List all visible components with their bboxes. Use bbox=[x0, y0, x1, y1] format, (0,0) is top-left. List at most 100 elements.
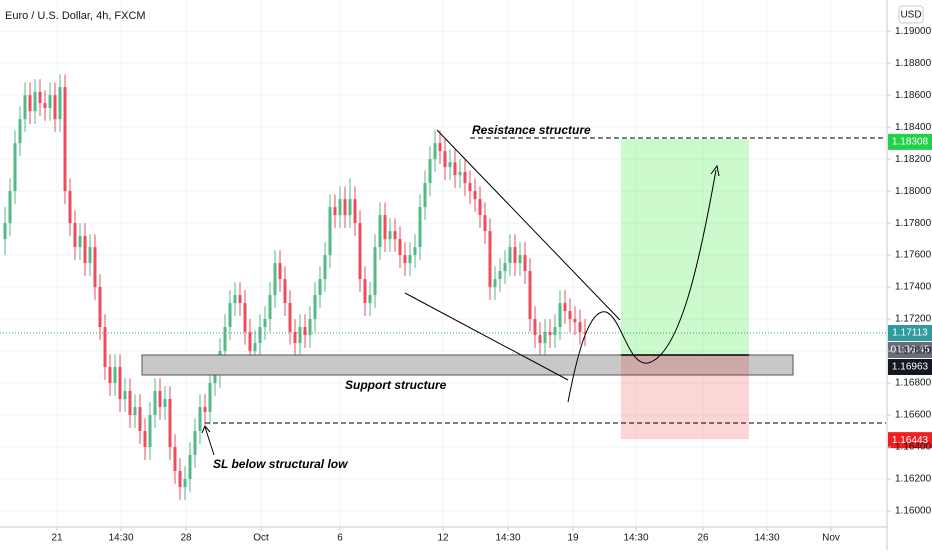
candle-body bbox=[363, 279, 367, 304]
y-tick-label: 1.17800 bbox=[895, 218, 932, 229]
candle-body bbox=[438, 143, 442, 152]
candle-body bbox=[398, 239, 402, 256]
price-labels: 1.18308 1.17113 01:36:45 1.16963 1.16443 bbox=[888, 133, 932, 449]
x-tick-label: 14:30 bbox=[108, 533, 133, 544]
candle-body bbox=[208, 383, 212, 412]
drawings: Resistance structure Support structure S… bbox=[141, 123, 886, 471]
candle-body bbox=[433, 143, 437, 160]
candle-body bbox=[558, 303, 562, 328]
x-tick-label: 14:30 bbox=[754, 533, 779, 544]
y-tick-label: 1.17000 bbox=[895, 346, 932, 357]
stop-zone bbox=[621, 355, 749, 439]
candle-body bbox=[193, 431, 197, 456]
candle-body bbox=[58, 87, 62, 120]
candle-body bbox=[483, 215, 487, 232]
candle-body bbox=[308, 319, 312, 336]
chart-title: Euro / U.S. Dollar, 4h, FXCM bbox=[5, 10, 146, 22]
candle-body bbox=[28, 95, 32, 112]
price-label-box bbox=[888, 341, 932, 358]
candle-body bbox=[183, 479, 187, 488]
candle-body bbox=[338, 199, 342, 216]
y-tick-label: 1.16000 bbox=[895, 506, 932, 517]
candle-body bbox=[293, 331, 297, 344]
annotation: Support structure bbox=[345, 378, 447, 392]
candle-body bbox=[128, 391, 132, 416]
candle-body bbox=[328, 207, 332, 256]
price-label-box bbox=[888, 133, 932, 150]
candle-body bbox=[418, 207, 422, 248]
candle-body bbox=[33, 91, 37, 112]
candle-body bbox=[353, 199, 357, 224]
price-label: 1.17113 bbox=[892, 328, 928, 339]
candle-body bbox=[413, 247, 417, 256]
candle-body bbox=[583, 331, 587, 334]
x-tick-label: Nov bbox=[822, 533, 840, 544]
candle-body bbox=[43, 103, 47, 108]
currency[interactable]: USD bbox=[900, 10, 921, 21]
candle-body bbox=[163, 399, 167, 408]
candle-body bbox=[248, 331, 252, 352]
x-tick-label: 6 bbox=[337, 533, 343, 544]
candle-body bbox=[198, 407, 202, 432]
y-tick-label: 1.16600 bbox=[895, 410, 932, 421]
price-label-box bbox=[888, 432, 932, 449]
price-label: 1.16443 bbox=[892, 435, 929, 446]
annotation: Resistance structure bbox=[472, 123, 591, 137]
candle-body bbox=[513, 247, 517, 264]
price-label-box bbox=[888, 358, 932, 375]
y-tick-label: 1.17400 bbox=[895, 282, 932, 293]
candle-body bbox=[478, 199, 482, 216]
candle-body bbox=[298, 327, 302, 344]
trend-line bbox=[436, 129, 621, 321]
candle-body bbox=[223, 327, 227, 352]
y-tick-label: 1.19000 bbox=[895, 26, 932, 37]
candle-body bbox=[168, 399, 172, 448]
grid bbox=[0, 0, 886, 527]
candle-body bbox=[83, 235, 87, 264]
candle-body bbox=[343, 199, 347, 216]
candle-body bbox=[498, 271, 502, 280]
candle-body bbox=[253, 343, 257, 352]
candle-body bbox=[543, 331, 547, 344]
price-label: 01:36:45 bbox=[891, 345, 930, 356]
candle-body bbox=[23, 95, 27, 120]
price-label: 1.16963 bbox=[892, 362, 929, 373]
candle-body bbox=[213, 375, 217, 384]
candle-body bbox=[333, 207, 337, 216]
currency-button[interactable] bbox=[898, 5, 924, 24]
x-tick-label: 12 bbox=[437, 533, 449, 544]
candle-body bbox=[348, 199, 352, 216]
candle-body bbox=[133, 407, 137, 416]
candle-body bbox=[93, 247, 97, 288]
price-label-box bbox=[888, 324, 932, 341]
candle-body bbox=[238, 295, 242, 304]
candle-body bbox=[488, 231, 492, 288]
candle-body bbox=[143, 431, 147, 448]
annotation: SL below structural low bbox=[213, 457, 348, 471]
candle-body bbox=[493, 279, 497, 288]
y-tick-label: 1.16400 bbox=[895, 442, 932, 453]
candle-body bbox=[8, 191, 12, 224]
candle-body bbox=[98, 287, 102, 328]
candle-body bbox=[258, 327, 262, 344]
y-tick-label: 1.17600 bbox=[895, 250, 932, 261]
price-label: 1.18308 bbox=[892, 137, 929, 148]
candle-body bbox=[423, 183, 427, 208]
x-tick-label: 26 bbox=[697, 533, 709, 544]
candle-body bbox=[233, 295, 237, 304]
candle-body bbox=[563, 303, 567, 312]
y-tick-label: 1.18200 bbox=[895, 154, 932, 165]
candle-body bbox=[443, 151, 447, 168]
candle-body bbox=[108, 367, 112, 384]
candle-body bbox=[518, 255, 522, 264]
candle-body bbox=[63, 87, 67, 192]
candle-body bbox=[243, 303, 247, 332]
candle-body bbox=[303, 327, 307, 336]
candle-body bbox=[368, 295, 372, 304]
trend-line bbox=[404, 292, 569, 381]
candle-body bbox=[203, 407, 207, 412]
arrow-head bbox=[710, 164, 720, 177]
candle-body bbox=[523, 255, 527, 272]
